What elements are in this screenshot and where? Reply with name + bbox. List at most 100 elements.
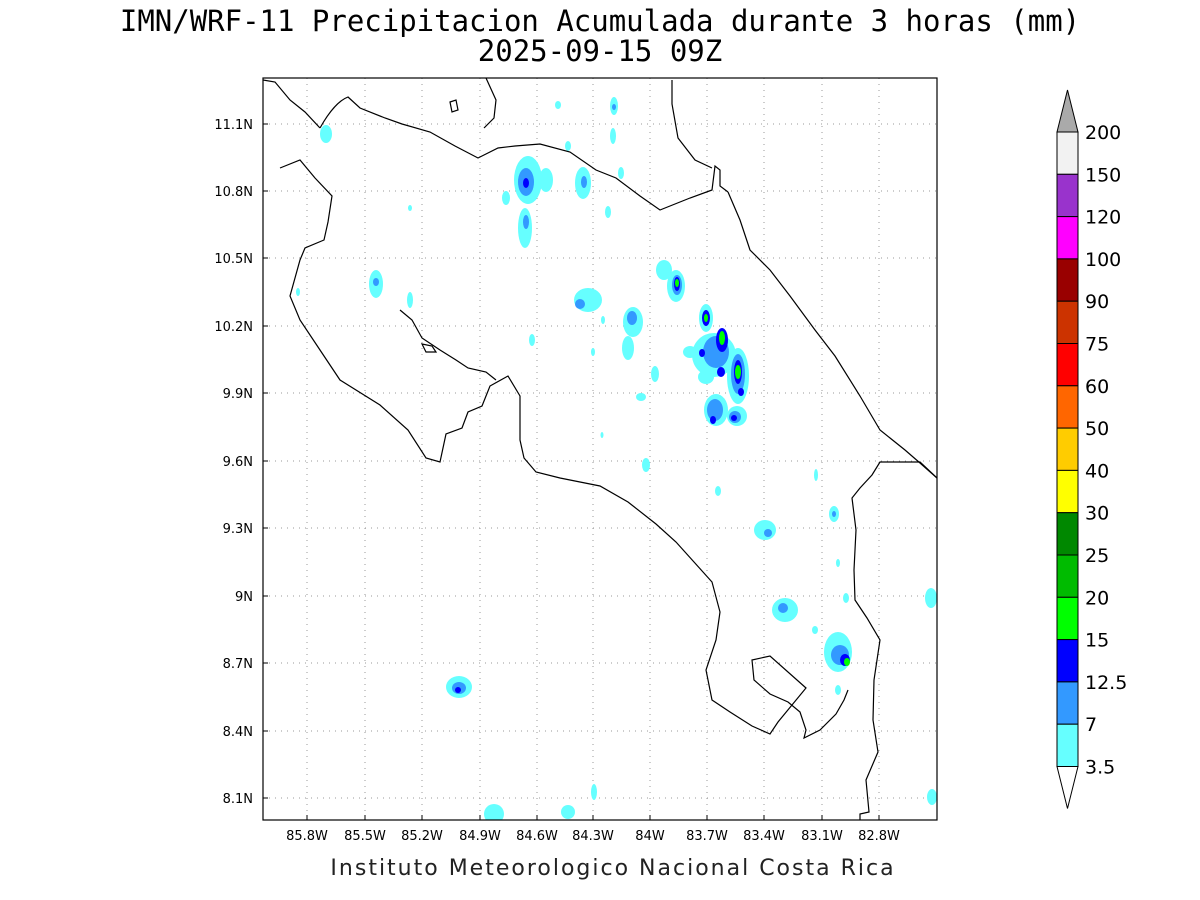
rain-patch bbox=[601, 316, 605, 324]
rain-patch bbox=[484, 804, 504, 820]
rain-patch bbox=[927, 789, 937, 805]
colorbar-swatch bbox=[1056, 639, 1079, 683]
rain-patch bbox=[373, 278, 379, 286]
colorbar-label: 75 bbox=[1085, 334, 1109, 356]
rain-patch bbox=[925, 588, 937, 608]
rain-patch bbox=[455, 687, 461, 693]
lon-tick-label: 84.3W bbox=[572, 829, 614, 844]
colorbar-label: 150 bbox=[1085, 164, 1121, 186]
lon-tick-label: 84W bbox=[635, 829, 665, 844]
colorbar-label: 50 bbox=[1085, 418, 1109, 440]
rain-patch bbox=[408, 205, 412, 211]
rain-patch bbox=[600, 432, 604, 438]
colorbar-label: 7 bbox=[1085, 714, 1097, 736]
colorbar-swatch bbox=[1056, 385, 1079, 429]
rain-patch bbox=[581, 176, 587, 188]
lon-tick-label: 83.1W bbox=[801, 829, 843, 844]
caribbean-nicaragua-coast bbox=[483, 78, 497, 129]
institution-credit: Instituto Meteorologico Nacional Costa R… bbox=[330, 856, 896, 881]
lat-tick-label: 9.3N bbox=[223, 522, 253, 537]
colorbar-label: 200 bbox=[1085, 122, 1121, 144]
rain-patch bbox=[618, 167, 624, 179]
rain-patch bbox=[717, 367, 725, 377]
lake-islet bbox=[449, 99, 459, 113]
colorbar-swatch bbox=[1056, 554, 1079, 598]
caribbean-coast bbox=[727, 191, 937, 479]
lat-tick-label: 9.9N bbox=[223, 387, 253, 402]
precipitation-layer bbox=[296, 97, 937, 820]
colorbar-label: 60 bbox=[1085, 376, 1109, 398]
lat-tick-label: 11.1N bbox=[214, 118, 253, 133]
graticule bbox=[263, 78, 937, 820]
lat-tick-label: 9N bbox=[235, 590, 253, 605]
rain-patch bbox=[565, 141, 571, 151]
rain-patch bbox=[610, 128, 616, 144]
rain-patch bbox=[627, 311, 637, 325]
rain-patch bbox=[591, 348, 595, 356]
lat-tick-label: 9.6N bbox=[223, 455, 253, 470]
colorbar-swatch bbox=[1056, 723, 1079, 768]
rain-patch bbox=[754, 520, 776, 540]
rain-patch bbox=[523, 178, 529, 188]
colorbar-label: 120 bbox=[1085, 207, 1121, 229]
nicaragua-coast bbox=[263, 79, 321, 129]
lon-tick-label: 85.2W bbox=[401, 829, 443, 844]
colorbar-swatch bbox=[1056, 681, 1079, 725]
colorbar-swatch bbox=[1056, 173, 1079, 218]
colorbar-swatch bbox=[1056, 343, 1079, 387]
rain-patch bbox=[715, 486, 721, 496]
colorbar-label: 25 bbox=[1085, 545, 1109, 567]
rain-patch bbox=[605, 206, 611, 218]
coastline-layer bbox=[263, 78, 937, 820]
rain-patch bbox=[407, 292, 413, 308]
rain-patch bbox=[612, 104, 616, 110]
rain-patch bbox=[656, 260, 672, 280]
rain-patch bbox=[502, 191, 510, 205]
rain-patch bbox=[622, 336, 634, 360]
colorbar-swatch bbox=[1056, 131, 1079, 175]
lat-tick-label: 8.1N bbox=[223, 792, 253, 807]
rain-patch bbox=[731, 415, 737, 421]
colorbar-label: 90 bbox=[1085, 291, 1109, 313]
rain-patch bbox=[738, 388, 744, 396]
lon-tick-label: 83.4W bbox=[743, 829, 785, 844]
lon-tick-label: 84.6W bbox=[516, 829, 558, 844]
colorbar-swatch bbox=[1056, 469, 1079, 514]
rain-patch bbox=[642, 458, 650, 472]
rain-patch bbox=[555, 101, 561, 109]
lon-tick-label: 85.5W bbox=[344, 829, 386, 844]
rain-patch bbox=[575, 299, 585, 309]
rain-patch bbox=[710, 416, 716, 424]
rain-patch bbox=[636, 393, 646, 401]
rain-patch bbox=[814, 469, 818, 481]
pacific-coast bbox=[279, 159, 849, 740]
panama-border bbox=[851, 461, 937, 820]
rain-patch bbox=[529, 334, 535, 346]
rain-patch bbox=[539, 168, 553, 192]
nicoya-islet bbox=[420, 343, 438, 353]
rain-patch bbox=[683, 346, 697, 358]
rain-patch bbox=[523, 215, 529, 229]
colorbar-cap-top bbox=[1056, 89, 1079, 133]
colorbar-swatch bbox=[1056, 512, 1079, 556]
rain-patch bbox=[698, 370, 714, 384]
rain-patch bbox=[707, 399, 723, 421]
map-title: IMN/WRF-11 Precipitacion Acumulada duran… bbox=[119, 4, 1081, 38]
lat-tick-label: 10.2N bbox=[214, 320, 253, 335]
rain-patch bbox=[832, 511, 836, 517]
lat-tick-label: 8.4N bbox=[223, 725, 253, 740]
lon-tick-label: 82.8W bbox=[858, 829, 900, 844]
colorbar-label: 3.5 bbox=[1085, 757, 1115, 779]
colorbar-swatch bbox=[1056, 216, 1079, 260]
rain-patch bbox=[699, 349, 705, 357]
rain-patch bbox=[719, 331, 725, 345]
colorbar-label: 15 bbox=[1085, 630, 1109, 652]
rain-patch bbox=[843, 593, 849, 603]
rain-patch bbox=[704, 314, 708, 322]
lon-tick-label: 83.7W bbox=[686, 829, 728, 844]
colorbar-label: 30 bbox=[1085, 503, 1109, 525]
rain-patch bbox=[651, 366, 659, 382]
rain-patch bbox=[835, 685, 841, 695]
rain-patch bbox=[296, 288, 300, 296]
rain-patch bbox=[320, 125, 332, 143]
